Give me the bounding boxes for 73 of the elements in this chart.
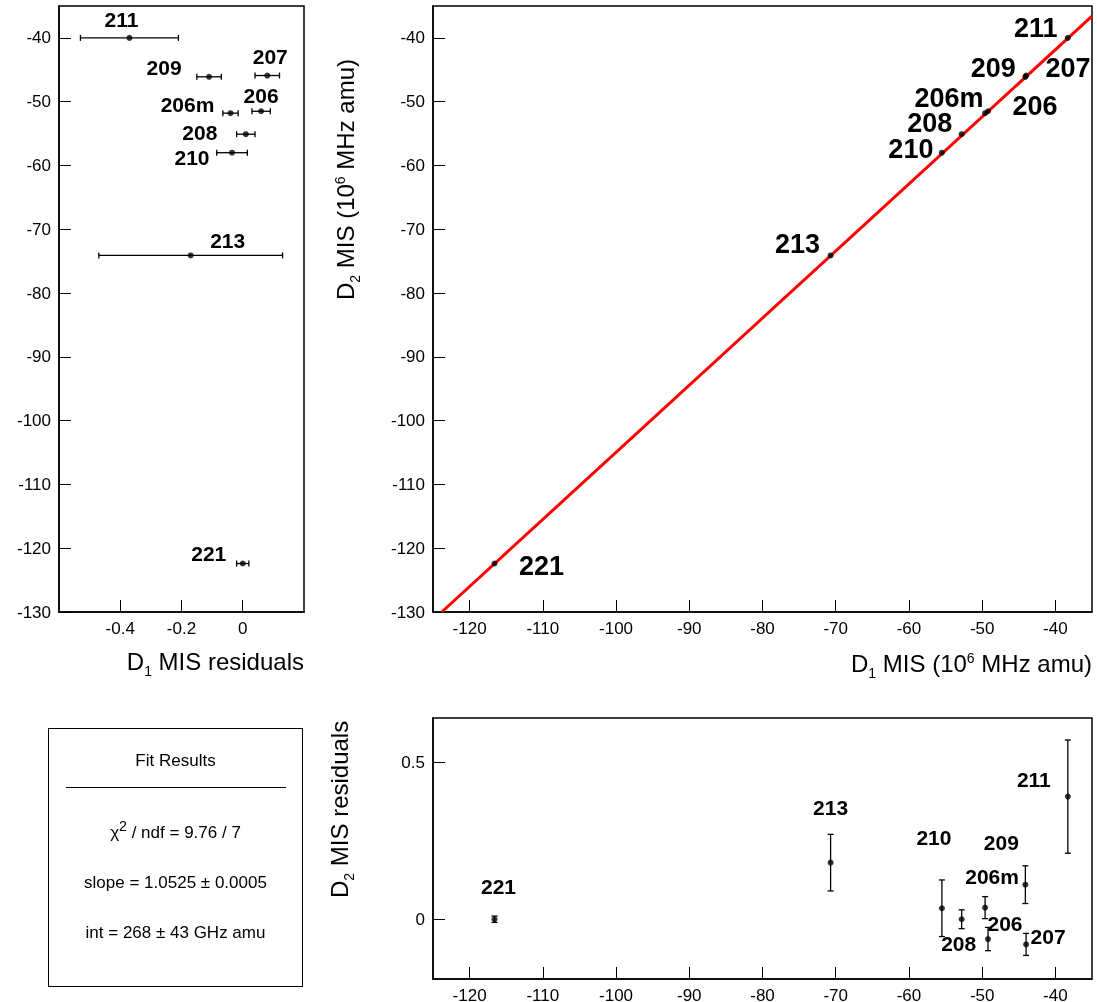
annotation: 206m xyxy=(160,92,215,116)
x-axis-title: D$_{1}$ MIS (10$^{6}$ MHz amu) xyxy=(851,649,1092,683)
annotation: 221 xyxy=(191,542,227,566)
x-tick-label: -70 xyxy=(823,619,849,638)
annotation: 207 xyxy=(1030,924,1066,948)
annotation: 208 xyxy=(941,931,977,955)
y-tick-label: -50 xyxy=(26,92,51,112)
annotation: 211 xyxy=(1014,12,1058,43)
y-tick-label: -120 xyxy=(16,538,51,558)
x-tick-label: -40 xyxy=(1043,619,1068,638)
text: slope = 1.0525 ± 0.0005 xyxy=(83,872,268,893)
y-tick-label: -90 xyxy=(26,347,51,367)
annotation: 210 xyxy=(174,146,210,170)
x-tick-label: -100 xyxy=(599,619,634,638)
y-tick-label: -80 xyxy=(26,283,51,303)
y-tick-label: -80 xyxy=(400,283,425,303)
y-tick-label: -40 xyxy=(400,28,425,48)
x-tick-label: -80 xyxy=(750,986,775,1002)
x-tick-label: -0.4 xyxy=(105,619,135,638)
x-tick-label: -50 xyxy=(969,986,995,1002)
annotation: 206m xyxy=(965,865,1019,889)
x-tick-label: -60 xyxy=(896,619,922,638)
annotation: 213 xyxy=(775,229,821,260)
y-tick-label: -130 xyxy=(390,602,425,622)
annotation: 210 xyxy=(916,825,952,849)
text: χ$^{2}$ / ndf = 9.76 / 7 xyxy=(109,818,242,843)
x-tick-label: -110 xyxy=(526,986,560,1002)
annotation: 209 xyxy=(983,831,1019,855)
annotation: 211 xyxy=(1016,768,1052,792)
annotation: 213 xyxy=(210,228,246,252)
annotation: 221 xyxy=(480,874,517,898)
x-tick-label: -110 xyxy=(526,619,560,638)
text: int = 268 ± 43 GHz amu xyxy=(84,922,267,943)
annotation: 206 xyxy=(987,911,1023,935)
x-tick-label: -100 xyxy=(599,986,634,1002)
x-tick-label: -0.2 xyxy=(166,619,197,638)
y-tick-label: -70 xyxy=(400,219,425,239)
x-tick-label: -50 xyxy=(969,619,995,638)
annotation: 209 xyxy=(970,52,1016,83)
x-tick-label: -120 xyxy=(452,986,487,1002)
annotation: 207 xyxy=(1045,52,1091,83)
annotation: 221 xyxy=(518,550,565,581)
x-tick-label: -80 xyxy=(750,619,775,638)
text: Fit Results xyxy=(134,751,217,771)
y-tick-label: -60 xyxy=(400,155,425,175)
annotation: 211 xyxy=(104,8,139,32)
y-tick-label: -60 xyxy=(26,155,51,175)
annotation: 206 xyxy=(1012,91,1058,122)
annotation: 206 xyxy=(243,83,279,107)
y-tick-label: -50 xyxy=(400,92,425,112)
y-tick-label: -70 xyxy=(26,219,51,239)
x-tick-label: -60 xyxy=(896,986,922,1002)
y-tick-label: 0 xyxy=(415,909,425,929)
x-tick-label: 0 xyxy=(238,619,248,638)
y-tick-label: -130 xyxy=(16,602,51,622)
y-tick-label: -100 xyxy=(390,411,425,431)
x-tick-label: -70 xyxy=(823,986,849,1002)
annotation: 207 xyxy=(252,45,288,69)
annotation: 208 xyxy=(182,120,218,144)
y-tick-label: -90 xyxy=(400,347,425,367)
annotation: 213 xyxy=(813,796,849,820)
x-axis-title: D$_{1}$ MIS residuals xyxy=(126,648,304,681)
annotation: 209 xyxy=(146,56,182,80)
y-tick-label: -40 xyxy=(26,28,51,48)
x-tick-label: -90 xyxy=(676,619,702,638)
x-tick-label: -40 xyxy=(1043,986,1068,1002)
y-tick-label: -110 xyxy=(18,474,51,494)
y-tick-label: -110 xyxy=(392,474,425,494)
x-tick-label: -120 xyxy=(452,619,487,638)
x-tick-label: -90 xyxy=(676,986,702,1002)
y-tick-label: -120 xyxy=(390,538,425,558)
y-tick-label: -100 xyxy=(16,411,51,431)
y-tick-label: 0.5 xyxy=(401,752,425,772)
